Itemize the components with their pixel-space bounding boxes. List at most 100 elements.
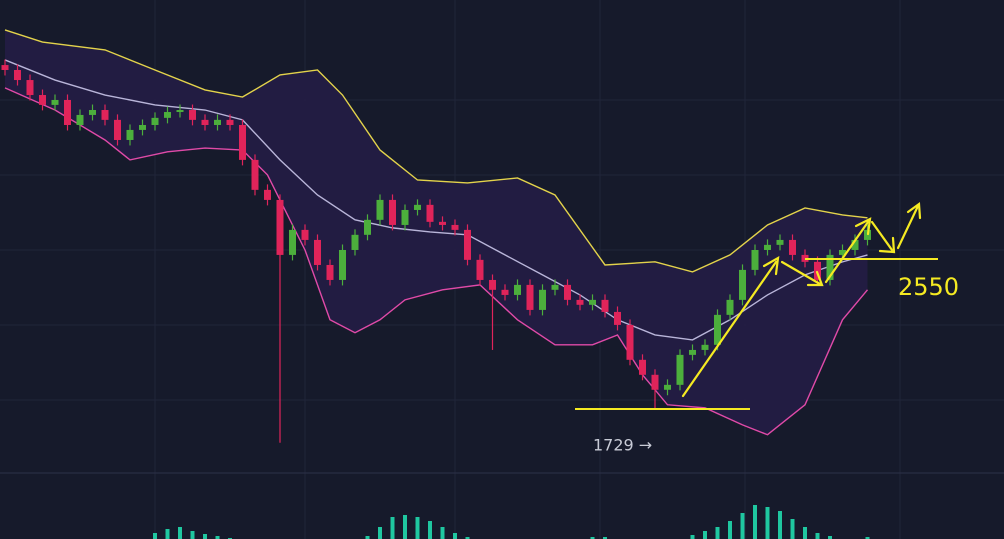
candle-body <box>589 299 596 305</box>
candle-body <box>51 99 59 105</box>
candle-body <box>239 124 246 160</box>
histogram-bar <box>865 537 870 539</box>
candle-body <box>689 349 696 355</box>
arrow-head <box>906 201 922 220</box>
arrow-head <box>762 255 780 276</box>
candle-body <box>564 284 571 300</box>
candle-body <box>101 110 109 120</box>
candle-body <box>664 384 671 390</box>
histogram-bar <box>590 537 595 539</box>
arrow-head <box>878 236 896 254</box>
candle-body <box>139 124 146 130</box>
candle-body <box>126 129 134 140</box>
candle-body <box>539 289 546 310</box>
candle-body <box>326 264 334 280</box>
histogram-layer <box>153 505 870 539</box>
candle-body <box>726 299 734 315</box>
candle-body <box>676 354 684 385</box>
arrow-line <box>681 260 778 398</box>
candle-body <box>339 249 346 280</box>
candle-body <box>526 284 534 310</box>
histogram-bar <box>603 537 607 539</box>
arrow-line <box>780 260 822 286</box>
histogram-bar <box>215 536 220 539</box>
candle-body <box>714 314 721 345</box>
histogram-bar <box>365 536 370 539</box>
band-line <box>4 87 869 436</box>
histogram-bar <box>728 521 732 539</box>
candle-body <box>426 204 434 222</box>
histogram-bar <box>453 533 457 539</box>
candle-body <box>514 284 521 295</box>
candle-body <box>26 80 34 96</box>
candle-body <box>251 159 259 190</box>
candle-body <box>14 69 21 81</box>
histogram-bar <box>440 527 445 539</box>
candle-body <box>189 110 196 120</box>
arrows <box>681 201 922 398</box>
candle-body <box>64 99 71 125</box>
arrow-line <box>870 220 894 252</box>
candle-body <box>614 311 621 325</box>
candle-body <box>764 244 771 250</box>
candle-body <box>164 112 171 118</box>
candle-body <box>701 344 709 350</box>
arrow-head <box>806 270 824 287</box>
histogram-bar <box>403 515 407 539</box>
histogram-bar <box>415 517 420 539</box>
arrow-head <box>854 217 872 236</box>
histogram-bar <box>428 521 432 539</box>
histogram-bar <box>740 513 745 539</box>
histogram-bar <box>715 527 720 539</box>
candle-body <box>76 114 84 125</box>
candle-body <box>289 229 296 255</box>
candle-body <box>414 204 421 210</box>
candle-body <box>214 119 221 125</box>
histogram-bar <box>178 527 182 539</box>
candle-body <box>276 199 284 255</box>
histogram-bar <box>690 535 695 539</box>
candle-body <box>489 279 496 290</box>
candle-body <box>1 65 9 70</box>
histogram-bar <box>390 517 395 539</box>
histogram-bar <box>778 511 782 539</box>
histogram-bar <box>165 529 170 539</box>
histogram-bar <box>790 519 795 539</box>
candle-body <box>89 110 96 115</box>
candle-body <box>551 284 559 290</box>
candle-body <box>839 249 846 255</box>
arrow-line <box>824 220 870 284</box>
candle-body <box>389 199 396 225</box>
histogram-bar <box>765 507 770 539</box>
histogram-bar <box>703 531 707 539</box>
level-label: 1729 → <box>593 436 652 455</box>
candle-body <box>39 95 46 105</box>
candle-body <box>639 359 646 375</box>
candle-body <box>301 229 309 240</box>
candle-body <box>626 324 634 360</box>
histogram-bar <box>828 536 832 539</box>
histogram-bar <box>753 505 757 539</box>
candle-body <box>576 299 584 305</box>
candle-body <box>501 289 509 295</box>
level-label: 2550 <box>898 273 959 301</box>
band-line <box>4 29 868 273</box>
candle-body <box>114 119 121 140</box>
candle-body <box>739 269 746 300</box>
candle-body <box>451 224 459 230</box>
candle-body <box>826 254 834 280</box>
candle-body <box>789 239 796 255</box>
level-layer: 2550 1729 → <box>575 257 959 455</box>
candle-body <box>651 374 659 390</box>
histogram-bar <box>378 527 382 539</box>
histogram-bar <box>815 533 820 539</box>
candle-layer <box>1 59 871 443</box>
candle-body <box>814 261 821 280</box>
candle-body <box>351 234 359 250</box>
candle-body <box>201 119 209 125</box>
candle-body <box>476 259 484 280</box>
histogram-bar <box>190 531 195 539</box>
histogram-bar <box>803 527 807 539</box>
histogram-bar <box>203 534 207 539</box>
